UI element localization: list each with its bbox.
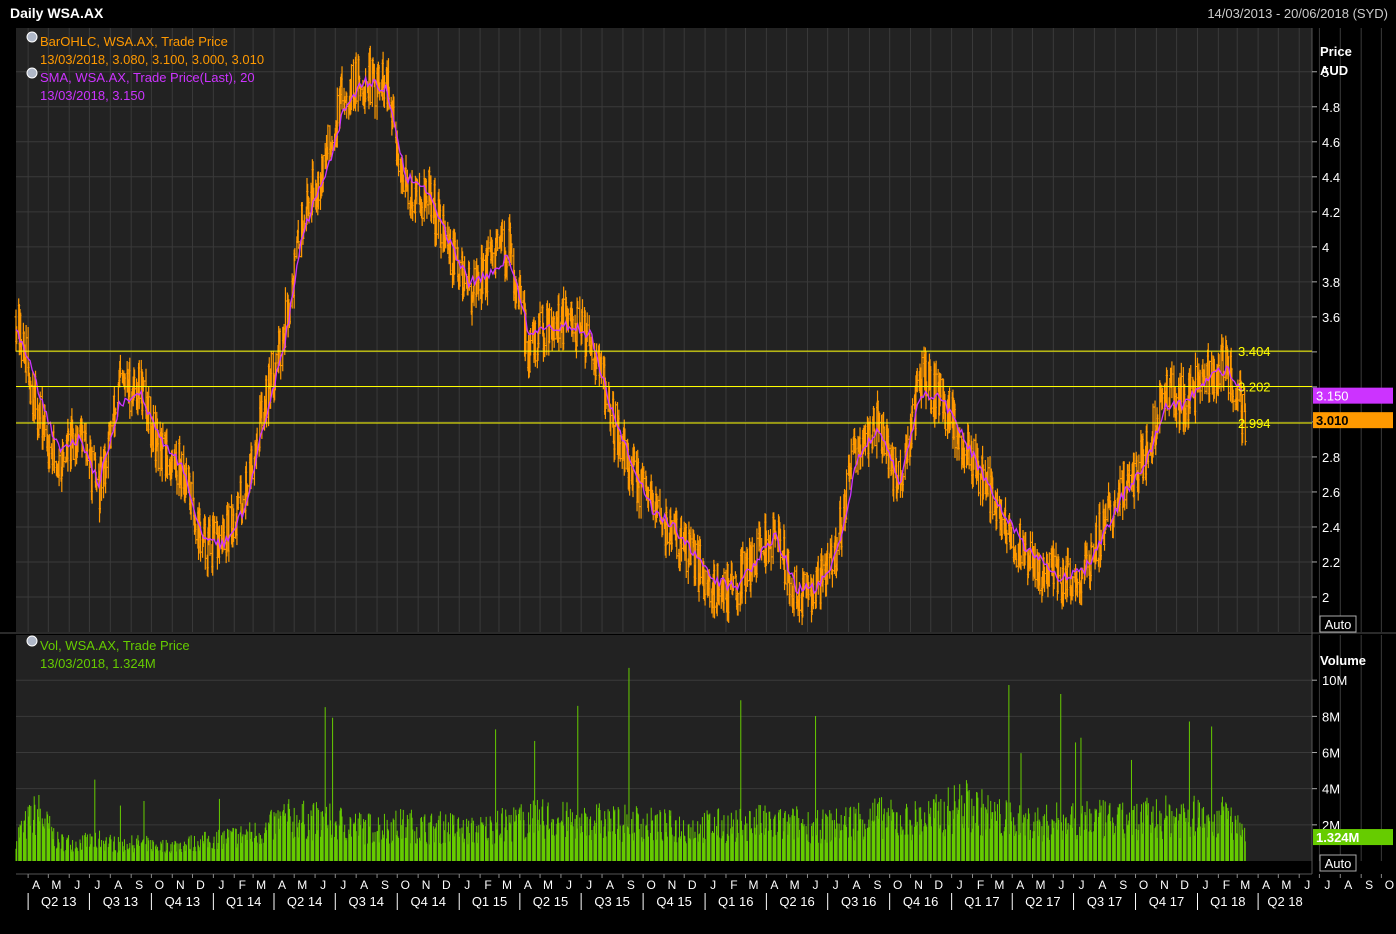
sma-line bbox=[15, 74, 1245, 595]
horizontal-lines: 3.404 3.202 2.994 bbox=[16, 344, 1312, 431]
volume-series bbox=[15, 667, 1246, 861]
chart-title: Daily WSA.AX bbox=[10, 5, 104, 21]
hline-label: 3.202 bbox=[1238, 380, 1271, 395]
date-range: 14/03/2013 - 20/06/2018 (SYD) bbox=[1207, 6, 1388, 21]
hline-label: 2.994 bbox=[1238, 416, 1271, 431]
hline-label: 3.404 bbox=[1238, 344, 1271, 359]
sma-series bbox=[15, 74, 1245, 595]
